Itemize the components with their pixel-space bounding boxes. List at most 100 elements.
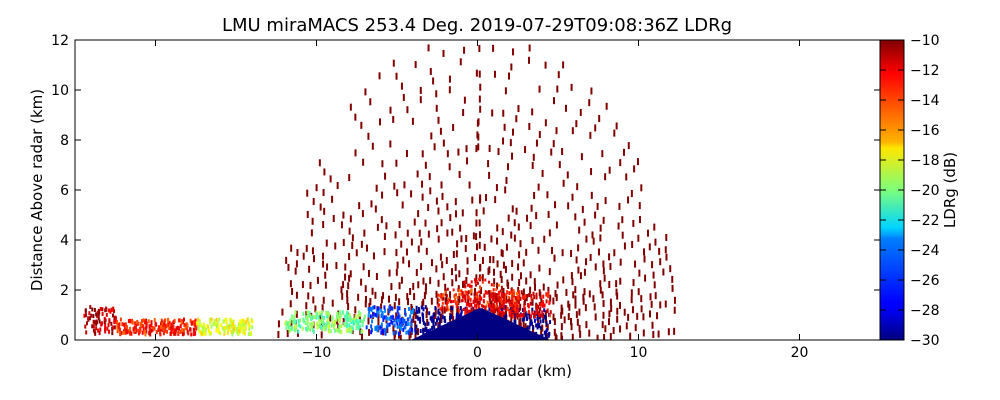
echo-gate xyxy=(251,325,254,330)
echo-gate xyxy=(93,307,96,312)
echo-gate xyxy=(503,300,506,305)
noise-gate xyxy=(433,143,436,151)
noise-gate xyxy=(581,205,584,213)
echo-gate xyxy=(148,328,151,333)
noise-gate xyxy=(479,105,482,113)
echo-gate xyxy=(232,322,235,327)
noise-gate xyxy=(560,311,563,319)
echo-gate xyxy=(509,307,512,312)
echo-gate xyxy=(94,331,97,336)
echo-gate xyxy=(230,323,233,328)
echo-gate xyxy=(374,312,377,317)
noise-gate xyxy=(519,318,522,326)
noise-gate xyxy=(578,226,581,234)
echo-gate xyxy=(539,319,542,324)
echo-gate xyxy=(494,339,497,340)
echo-gate xyxy=(202,322,205,327)
noise-gate xyxy=(511,273,514,281)
noise-gate xyxy=(583,268,586,276)
noise-gate xyxy=(574,295,577,303)
echo-gate xyxy=(459,314,462,319)
echo-gate xyxy=(92,319,95,324)
noise-gate xyxy=(538,308,541,316)
echo-gate xyxy=(370,330,373,335)
noise-gate xyxy=(424,161,427,169)
echo-gate xyxy=(512,292,515,297)
noise-gate xyxy=(511,259,514,267)
echo-gate xyxy=(177,330,180,335)
echo-gate xyxy=(521,313,524,318)
noise-gate xyxy=(496,224,499,232)
noise-gate xyxy=(322,260,325,268)
noise-gate xyxy=(429,67,432,75)
near-radar-gate xyxy=(510,288,513,292)
echo-gate xyxy=(473,339,476,340)
noise-gate xyxy=(464,245,467,253)
noise-gate xyxy=(374,291,377,299)
echo-gate xyxy=(415,305,418,310)
noise-gate xyxy=(360,121,363,129)
noise-gate xyxy=(633,165,636,173)
echo-gate xyxy=(376,306,379,311)
colorbar-tick-label: −30 xyxy=(910,333,940,349)
noise-gate xyxy=(530,204,533,212)
echo-gate xyxy=(217,327,220,332)
noise-gate xyxy=(329,175,332,183)
echo-gate xyxy=(398,314,401,319)
noise-gate xyxy=(378,72,381,80)
echo-gate xyxy=(500,307,503,312)
noise-gate xyxy=(422,277,425,285)
echo-gate xyxy=(335,317,338,322)
near-radar-gate xyxy=(474,280,477,284)
echo-gate xyxy=(123,330,126,335)
noise-gate xyxy=(555,221,558,229)
noise-gate xyxy=(349,215,352,223)
noise-gate xyxy=(393,182,396,190)
noise-gate xyxy=(435,90,438,98)
noise-gate xyxy=(562,179,565,187)
noise-gate xyxy=(572,291,575,299)
echo-gate xyxy=(126,330,129,335)
noise-gate xyxy=(361,333,364,340)
echo-gate xyxy=(223,329,226,334)
noise-gate xyxy=(497,148,500,156)
echo-gate xyxy=(402,320,405,325)
echo-gate xyxy=(525,313,528,318)
echo-gate xyxy=(291,315,294,320)
noise-gate xyxy=(575,311,578,319)
echo-gate xyxy=(190,332,193,337)
near-radar-gate xyxy=(446,307,449,311)
echo-gate xyxy=(518,293,521,298)
noise-gate xyxy=(518,251,521,259)
echo-gate xyxy=(417,307,420,312)
echo-gate xyxy=(328,324,331,329)
echo-gate xyxy=(467,290,470,295)
noise-gate xyxy=(310,229,313,237)
noise-gate xyxy=(673,296,676,304)
echo-gate xyxy=(429,328,432,333)
echo-gate xyxy=(498,308,501,313)
noise-gate xyxy=(609,262,612,270)
noise-gate xyxy=(393,334,396,340)
near-radar-gate xyxy=(441,301,444,305)
noise-gate xyxy=(367,132,370,140)
near-radar-gate xyxy=(445,294,448,298)
noise-gate xyxy=(531,108,534,116)
echo-gate xyxy=(456,315,459,320)
echo-gate xyxy=(134,323,137,328)
near-radar-gate xyxy=(484,305,487,309)
noise-gate xyxy=(463,96,466,104)
echo-gate xyxy=(404,325,407,330)
echo-gate xyxy=(404,321,407,326)
near-radar-gate xyxy=(494,304,497,308)
echo-gate xyxy=(522,295,525,300)
noise-gate xyxy=(389,106,392,114)
noise-gate xyxy=(402,256,405,264)
echo-gate xyxy=(142,324,145,329)
echo-gate xyxy=(526,293,529,298)
noise-gate xyxy=(475,145,478,153)
noise-gate xyxy=(558,161,561,169)
echo-gate xyxy=(209,320,212,325)
noise-gate xyxy=(443,306,446,314)
noise-gate xyxy=(359,328,362,336)
